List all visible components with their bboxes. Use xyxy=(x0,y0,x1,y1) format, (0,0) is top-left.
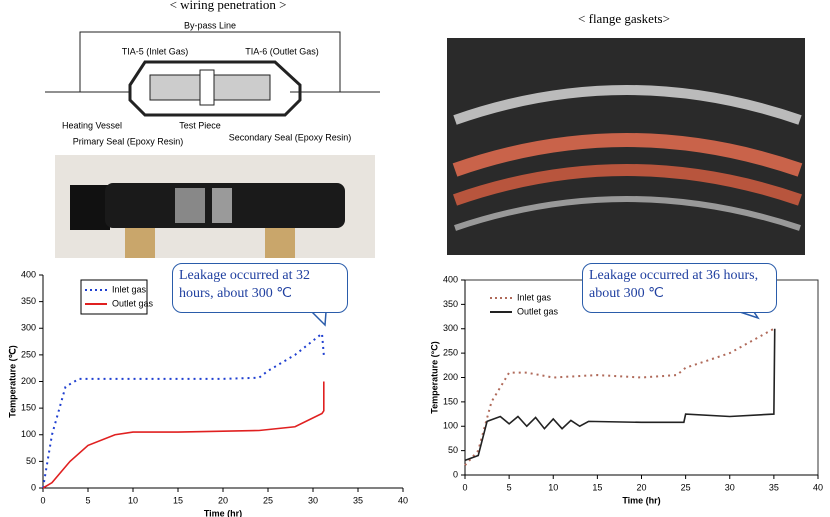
diagram-label: Primary Seal (Epoxy Resin) xyxy=(73,136,184,146)
y-tick-label: 400 xyxy=(21,269,36,279)
photo xyxy=(447,38,805,255)
y-tick-label: 200 xyxy=(21,376,36,386)
y-tick-label: 200 xyxy=(443,372,458,382)
photo xyxy=(55,155,375,258)
x-tick-label: 35 xyxy=(769,482,779,492)
y-tick-label: 150 xyxy=(21,403,36,413)
x-tick-label: 15 xyxy=(592,482,602,492)
x-tick-label: 25 xyxy=(263,495,273,505)
legend-label: Outlet gas xyxy=(517,306,559,316)
panel-title: < flange gaskets> xyxy=(578,11,670,26)
annotation: Leakage occurred at 32 hours, about 300 … xyxy=(172,263,348,313)
y-axis-label: Temperature (°C) xyxy=(429,341,439,413)
y-tick-label: 400 xyxy=(443,274,458,284)
x-tick-label: 5 xyxy=(507,482,512,492)
callout-tail xyxy=(739,311,760,320)
legend-label: Inlet gas xyxy=(517,292,552,302)
x-tick-label: 10 xyxy=(128,495,138,505)
x-tick-label: 35 xyxy=(353,495,363,505)
diagram xyxy=(45,31,380,117)
series-line xyxy=(464,327,775,466)
y-tick-label: 300 xyxy=(443,323,458,333)
x-axis-label: Time (hr) xyxy=(204,508,242,517)
y-tick-label: 50 xyxy=(26,456,36,466)
x-tick-label: 40 xyxy=(813,482,823,492)
legend-box xyxy=(80,279,148,315)
y-tick-label: 300 xyxy=(21,323,36,333)
y-tick-label: 250 xyxy=(21,349,36,359)
series-line xyxy=(42,331,325,489)
y-tick-label: 0 xyxy=(31,482,36,492)
y-tick-label: 250 xyxy=(443,348,458,358)
diagram-label: Test Piece xyxy=(179,120,221,130)
x-tick-label: 20 xyxy=(636,482,646,492)
x-tick-label: 0 xyxy=(40,495,45,505)
x-tick-label: 40 xyxy=(398,495,408,505)
diagram-label: By-pass Line xyxy=(184,20,236,30)
diagram-label: Secondary Seal (Epoxy Resin) xyxy=(229,132,352,142)
diagram-label: TIA-5 (Inlet Gas) xyxy=(122,46,189,56)
x-tick-label: 0 xyxy=(462,482,467,492)
callout-tail xyxy=(311,311,327,327)
x-tick-label: 5 xyxy=(85,495,90,505)
annotation: Leakage occurred at 36 hours, about 300 … xyxy=(582,263,777,313)
y-tick-label: 350 xyxy=(21,296,36,306)
panel-title: < wiring penetration > xyxy=(170,0,287,12)
series-line xyxy=(42,381,325,489)
x-tick-label: 10 xyxy=(548,482,558,492)
legend-label: Outlet gas xyxy=(112,298,154,308)
x-tick-label: 25 xyxy=(681,482,691,492)
y-tick-label: 100 xyxy=(21,429,36,439)
y-tick-label: 350 xyxy=(443,299,458,309)
legend-label: Inlet gas xyxy=(112,284,147,294)
diagram-label: Heating Vessel xyxy=(62,120,122,130)
y-tick-label: 0 xyxy=(453,469,458,479)
x-tick-label: 15 xyxy=(173,495,183,505)
x-tick-label: 30 xyxy=(725,482,735,492)
x-tick-label: 30 xyxy=(308,495,318,505)
y-axis-label: Temperature (℃) xyxy=(7,345,17,417)
x-tick-label: 20 xyxy=(218,495,228,505)
y-tick-label: 100 xyxy=(443,421,458,431)
y-tick-label: 150 xyxy=(443,396,458,406)
diagram-label: TIA-6 (Outlet Gas) xyxy=(245,46,319,56)
x-axis-label: Time (hr) xyxy=(622,495,660,505)
y-tick-label: 50 xyxy=(448,445,458,455)
series-line xyxy=(464,328,776,462)
